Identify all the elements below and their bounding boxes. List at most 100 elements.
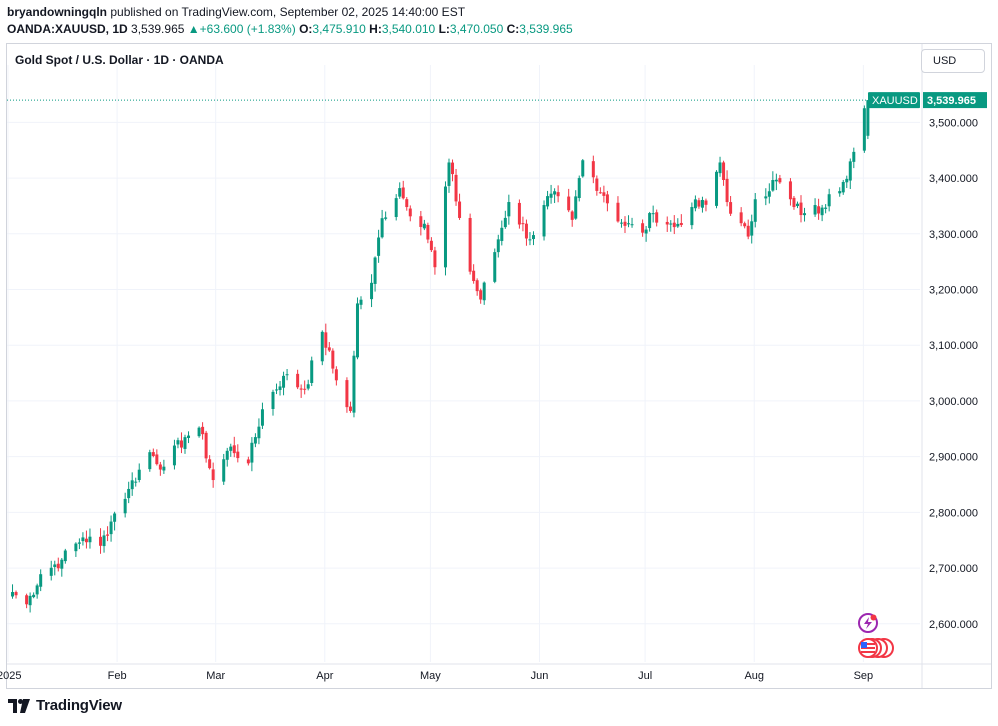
candle-body [454, 174, 458, 202]
candle [616, 196, 620, 223]
candle [250, 437, 254, 472]
candle [384, 211, 388, 221]
candle [419, 210, 423, 236]
candle [841, 179, 845, 195]
candle [845, 175, 849, 189]
us-flag-stack-icon[interactable] [857, 637, 897, 664]
candle [348, 401, 352, 413]
candle-body [651, 213, 655, 215]
candle [134, 477, 138, 487]
candle-body [750, 221, 754, 236]
candle-body [370, 282, 374, 300]
candle-body [616, 202, 620, 222]
candle [496, 234, 500, 258]
candle-body [275, 389, 279, 391]
candle [753, 192, 757, 228]
candle-body [225, 450, 229, 460]
candle-body [641, 223, 645, 233]
candle-body [605, 194, 609, 204]
candle [327, 342, 331, 353]
candle [229, 443, 233, 457]
candle-body [327, 347, 331, 351]
candle-body [556, 192, 560, 197]
close-label: C: [506, 22, 520, 36]
candle-body [715, 171, 719, 206]
candle [595, 175, 599, 196]
candle-body [81, 537, 85, 542]
candle [528, 232, 532, 246]
candle-body [183, 437, 187, 449]
x-tick-label: Jun [531, 670, 549, 682]
candle-body [644, 229, 648, 234]
candle [148, 449, 152, 472]
lightning-icon[interactable] [857, 612, 879, 639]
candle-body [102, 535, 106, 547]
candle [49, 560, 53, 581]
candle-body [113, 513, 117, 522]
candle-body [63, 550, 67, 562]
candle [598, 187, 602, 194]
candle [454, 168, 458, 206]
candle [187, 431, 191, 444]
candle [591, 155, 595, 184]
candle [155, 449, 159, 466]
candle [746, 219, 750, 240]
candle [778, 174, 782, 184]
candle [285, 368, 289, 381]
candle [665, 216, 669, 232]
candle-body [39, 574, 43, 587]
author-name[interactable]: bryandowningqln [7, 5, 107, 19]
candle [531, 231, 535, 246]
candle-body [697, 200, 701, 207]
price-tag-label: 3,539.965 [927, 95, 976, 107]
candle-body [792, 197, 796, 208]
candle [619, 218, 623, 228]
time-axis: 2025 Feb Mar Apr May Jun Jul Aug Sep [0, 663, 991, 682]
candle-body [546, 196, 550, 207]
open-value: 3,475.910 [312, 22, 366, 36]
candle-body [771, 179, 775, 191]
candle [774, 173, 778, 191]
candle [253, 433, 257, 448]
candle [429, 237, 433, 253]
candle [394, 194, 398, 221]
candle [32, 592, 36, 599]
candle [693, 195, 697, 212]
chart-header: bryandowningqln published on TradingView… [7, 4, 573, 38]
candle [60, 557, 64, 577]
candle [750, 214, 754, 244]
candle-body [531, 235, 535, 240]
candle [109, 515, 113, 542]
candle-body [602, 192, 606, 196]
candle [507, 194, 511, 225]
candle [648, 211, 652, 232]
candle [725, 170, 729, 207]
candle-body [813, 205, 817, 215]
ohlc-line: OANDA:XAUUSD, 1D 3,539.965 ▲+63.600 (+1.… [7, 21, 573, 38]
candle [77, 538, 81, 550]
candle-body [172, 445, 176, 466]
tradingview-logo[interactable]: TradingView [8, 697, 122, 714]
candle-body [373, 257, 377, 284]
candle [81, 532, 85, 546]
candle-body [496, 239, 500, 253]
candle-body [77, 542, 81, 544]
x-tick-label: May [420, 670, 441, 682]
high-value: 3,540.010 [381, 22, 436, 36]
candle-body [197, 427, 201, 437]
candle-body [355, 303, 359, 358]
candle-body [345, 380, 349, 408]
candle-body [627, 223, 631, 225]
candle [14, 590, 18, 599]
candle-body [394, 198, 398, 218]
candle [331, 348, 335, 374]
candle-body [377, 237, 381, 256]
candle [672, 215, 676, 235]
currency-button[interactable]: USD [921, 49, 985, 73]
candle-body [106, 534, 110, 536]
candle-body [447, 162, 451, 186]
candle [577, 175, 581, 202]
candle-body [764, 196, 768, 199]
candle-body [848, 161, 852, 181]
